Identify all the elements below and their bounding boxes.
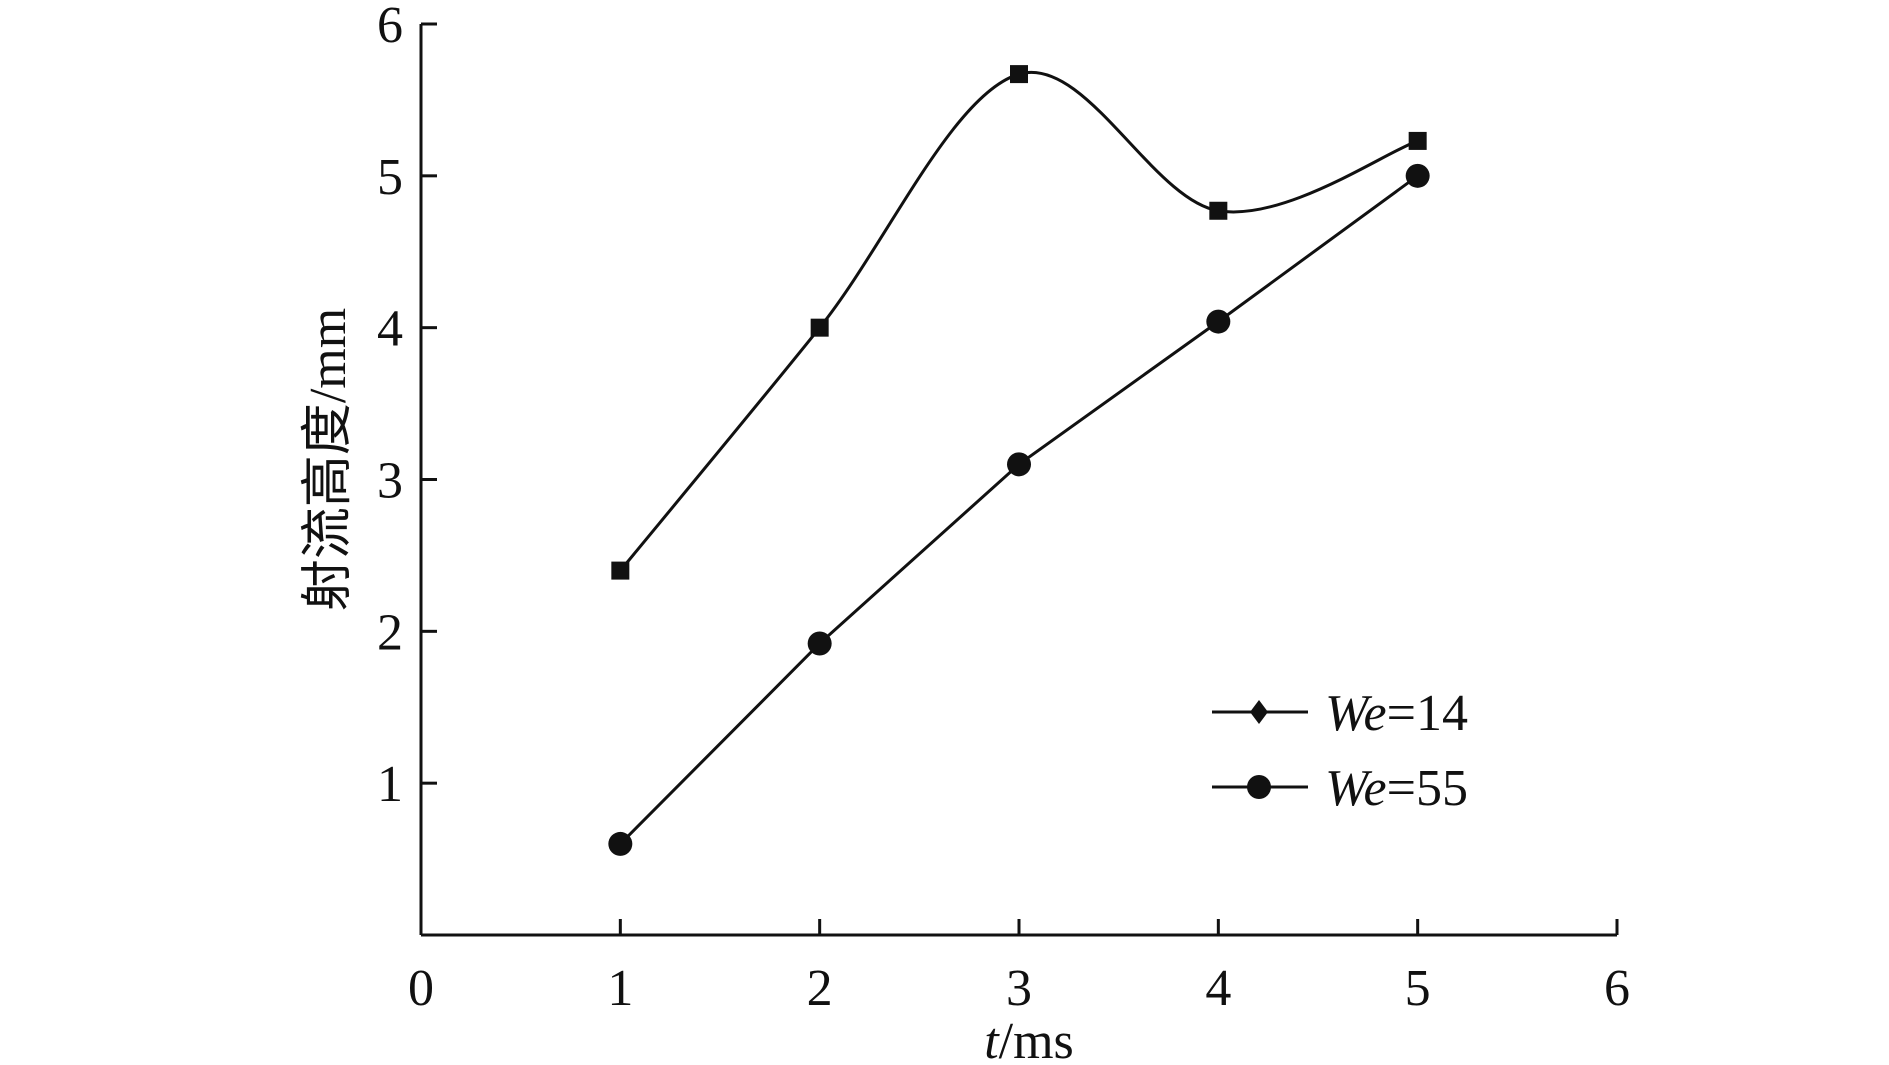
data-point-circle bbox=[1007, 452, 1031, 477]
x-axis-title-var: t bbox=[984, 1013, 1000, 1065]
data-point-square bbox=[1408, 131, 1427, 150]
y-tick-label: 1 bbox=[377, 756, 403, 813]
series-line-1 bbox=[619, 174, 1419, 845]
x-axis-title: t/ms bbox=[984, 1013, 1074, 1065]
data-point-circle bbox=[1206, 309, 1231, 334]
legend-label-we55-var: We bbox=[1325, 760, 1387, 817]
data-point-square bbox=[1209, 201, 1228, 220]
x-tick-label: 5 bbox=[1405, 960, 1431, 1017]
legend-label-we55-value: =55 bbox=[1387, 760, 1468, 817]
plot-area: 0 1 2 3 4 5 6 1 2 3 4 5 6 bbox=[377, 0, 1630, 1017]
x-tick-label: 4 bbox=[1205, 960, 1231, 1017]
legend-label-we14-value: =14 bbox=[1387, 685, 1468, 742]
data-point-square bbox=[611, 561, 630, 580]
legend-circle-marker bbox=[1247, 775, 1271, 799]
series-layer bbox=[608, 65, 1430, 856]
y-tick-label: 5 bbox=[377, 149, 403, 206]
data-point-square bbox=[810, 318, 829, 337]
data-point-circle bbox=[608, 831, 633, 856]
legend-item-we55: We=55 bbox=[1212, 760, 1468, 817]
legend-item-we14: We=14 bbox=[1212, 685, 1468, 742]
data-point-circle bbox=[1405, 163, 1430, 188]
x-ticks: 0 1 2 3 4 5 6 bbox=[408, 919, 1630, 1017]
x-tick-label: 6 bbox=[1604, 960, 1630, 1017]
y-tick-label: 4 bbox=[377, 301, 403, 358]
x-tick-label: 3 bbox=[1006, 960, 1032, 1017]
x-tick-label: 1 bbox=[607, 960, 633, 1017]
legend-diamond-marker bbox=[1250, 700, 1268, 724]
x-axis-title-unit: /ms bbox=[999, 1013, 1074, 1065]
legend-label-we14-var: We bbox=[1325, 685, 1387, 742]
legend-label-we55: We=55 bbox=[1325, 760, 1468, 817]
y-ticks: 1 2 3 4 5 6 bbox=[377, 0, 437, 813]
y-tick-label: 2 bbox=[377, 604, 403, 661]
data-point-circle bbox=[807, 631, 832, 656]
x-tick-label: 0 bbox=[408, 960, 434, 1017]
legend-label-we14: We=14 bbox=[1325, 685, 1468, 742]
y-axis-title: 射流高度/mm bbox=[300, 308, 357, 611]
series-line-0 bbox=[619, 70, 1419, 572]
x-tick-label: 2 bbox=[807, 960, 833, 1017]
legend: We=14 We=55 bbox=[1212, 685, 1468, 817]
y-tick-label: 3 bbox=[377, 453, 403, 510]
data-point-square bbox=[1010, 65, 1028, 84]
y-tick-label: 6 bbox=[377, 0, 403, 54]
